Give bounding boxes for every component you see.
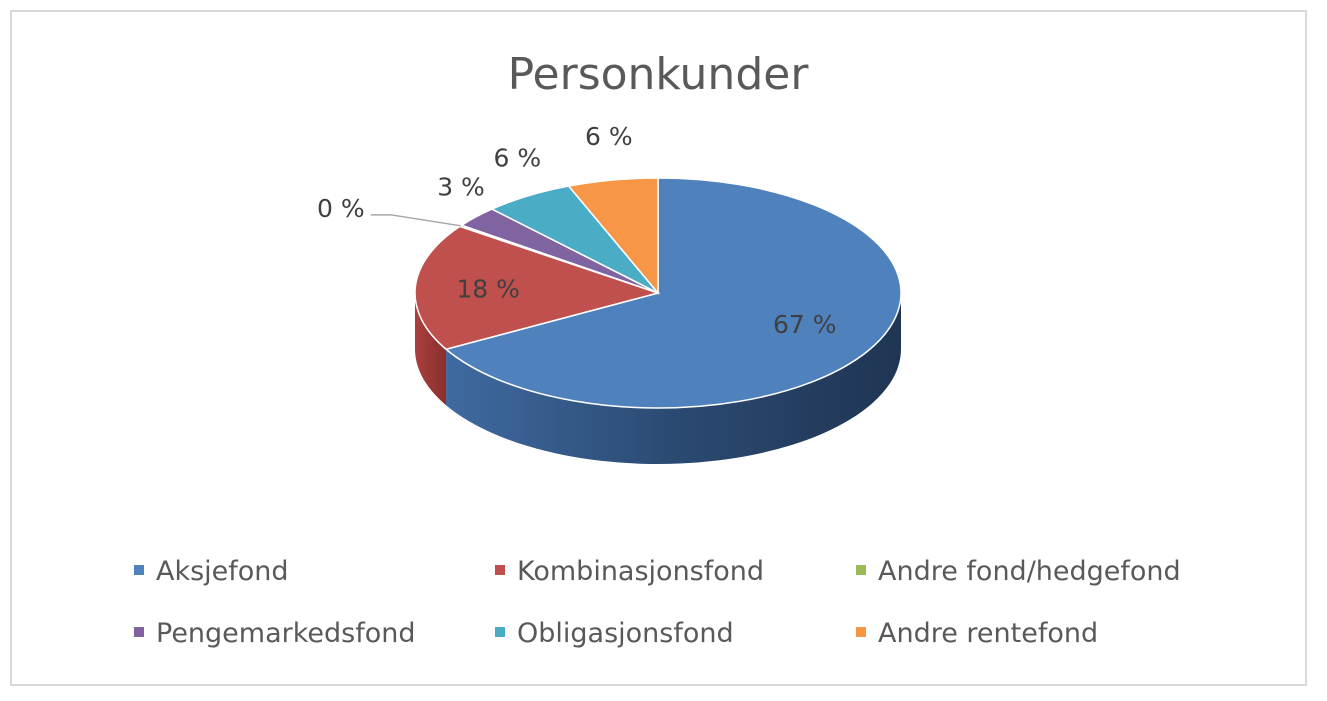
legend-swatch xyxy=(856,627,866,637)
chart-title: Personkunder xyxy=(508,49,810,100)
legend: Aksjefond Kombinasjonsfond Andre fond/he… xyxy=(134,556,1181,649)
legend-label: Pengemarkedsfond xyxy=(156,618,416,649)
pie-slice-andre-rentefond xyxy=(567,177,659,296)
legend-label: Aksjefond xyxy=(156,556,289,587)
legend-item-pengemarkedsfond: Pengemarkedsfond xyxy=(134,618,416,649)
legend-item-andre-fond-hedgefond: Andre fond/hedgefond xyxy=(856,556,1181,587)
legend-swatch xyxy=(134,627,144,637)
legend-label: Kombinasjonsfond xyxy=(517,556,764,587)
legend-item-aksjefond: Aksjefond xyxy=(134,556,289,587)
pie-slice-aksjefond xyxy=(444,177,902,409)
leader-line xyxy=(370,214,461,227)
data-label-kombinasjonsfond: 18 % xyxy=(456,275,520,304)
legend-swatch xyxy=(856,565,866,575)
data-label-andre-rentefond: 6 % xyxy=(585,122,633,151)
pie-top xyxy=(414,177,902,409)
legend-item-andre-rentefond: Andre rentefond xyxy=(856,618,1098,649)
legend-item-kombinasjonsfond: Kombinasjonsfond xyxy=(495,556,764,587)
pie-side-kombinasjonsfond xyxy=(415,293,447,406)
legend-label: Obligasjonsfond xyxy=(517,618,734,649)
data-label-andre-fond-hedgefond: 0 % xyxy=(317,194,365,223)
legend-swatch xyxy=(134,565,144,575)
legend-label: Andre rentefond xyxy=(878,618,1098,649)
pie-side-aksjefond xyxy=(446,293,901,464)
data-label-obligasjonsfond: 6 % xyxy=(493,144,541,173)
data-label-pengemarkedsfond: 3 % xyxy=(437,173,485,202)
pie-data-labels: 67 % 18 % 0 % 3 % 6 % 6 % xyxy=(317,122,837,339)
legend-swatch xyxy=(495,627,505,637)
pie-side-walls xyxy=(415,293,901,464)
legend-item-obligasjonsfond: Obligasjonsfond xyxy=(495,618,734,649)
legend-swatch xyxy=(495,565,505,575)
pie-slice-kombinasjonsfond xyxy=(414,225,661,351)
legend-label: Andre fond/hedgefond xyxy=(878,556,1181,587)
data-label-aksjefond: 67 % xyxy=(773,310,837,339)
